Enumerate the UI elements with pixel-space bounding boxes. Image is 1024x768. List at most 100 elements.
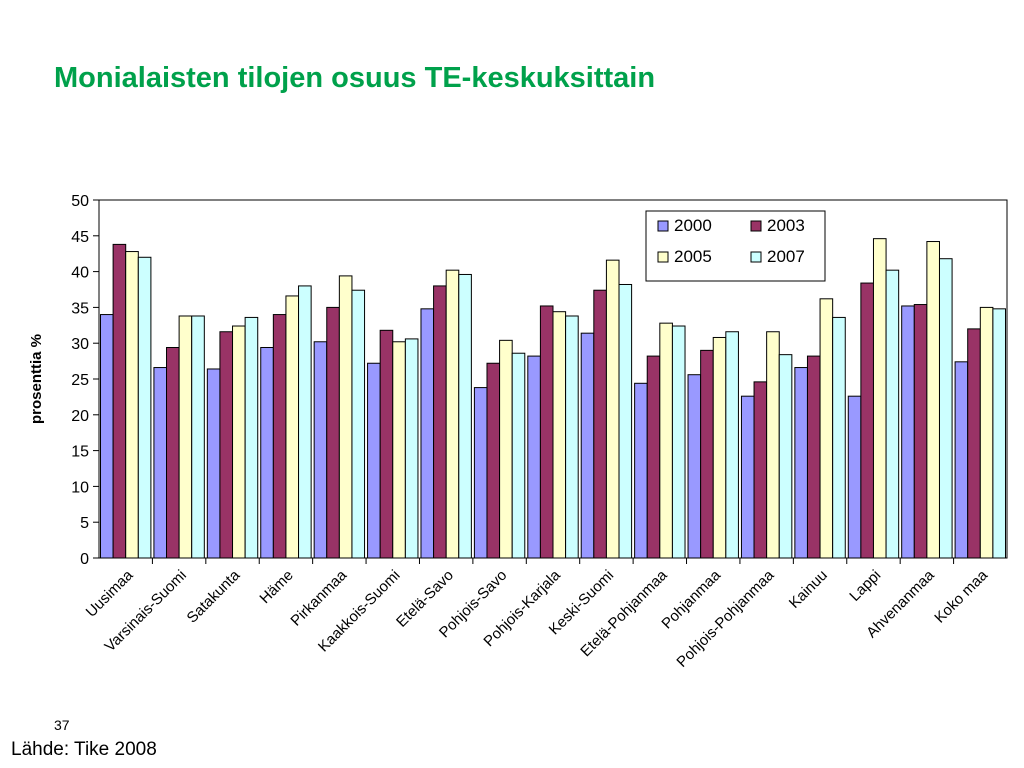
bar-2005 [499, 339, 513, 559]
bar-2005 [285, 295, 300, 559]
bar-2003 [219, 331, 234, 559]
legend-label-2007: 2007 [767, 247, 805, 266]
bar-2007 [832, 316, 846, 559]
bar-2007 [298, 285, 312, 559]
bar-2007 [671, 325, 686, 559]
bar-2003 [379, 329, 394, 559]
legend-label-2005: 2005 [674, 247, 712, 266]
bar-2007 [618, 283, 633, 559]
bar-2005 [926, 241, 940, 559]
bar-2000 [153, 367, 168, 559]
y-tick-label: 15 [71, 444, 89, 461]
bar-2007 [992, 308, 1006, 559]
bar-2005 [766, 331, 780, 559]
bar-2005 [552, 311, 567, 559]
x-tick-label: Satakunta [184, 566, 244, 626]
bar-2005 [125, 251, 139, 559]
bar-2000 [313, 341, 328, 559]
bar-2007 [778, 354, 793, 559]
bar-2005 [979, 306, 994, 559]
bar-2000 [260, 346, 274, 559]
bar-2000 [901, 305, 915, 559]
y-tick-label: 25 [71, 372, 89, 389]
bar-2000 [367, 362, 381, 559]
legend-label-2000: 2000 [674, 216, 712, 235]
bar-2000 [527, 355, 541, 559]
source-note: Lähde: Tike 2008 [11, 739, 157, 760]
x-tick-label: Pohjois-Pohjanmaa [673, 566, 777, 670]
bar-2007 [404, 338, 419, 559]
legend-swatch-2003 [750, 220, 762, 232]
bar-2005 [659, 322, 673, 559]
bar-2000 [420, 308, 435, 559]
y-tick-label: 10 [71, 479, 89, 496]
bar-2007 [885, 269, 900, 559]
bar-2003 [539, 305, 554, 559]
bar-2005 [445, 269, 460, 559]
page-number: 37 [54, 717, 70, 733]
bar-2003 [913, 304, 928, 559]
bar-2007 [458, 273, 472, 559]
bar-2003 [326, 306, 340, 559]
bar-2007 [137, 256, 152, 559]
bar-2007 [351, 289, 366, 559]
bar-2000 [634, 382, 648, 559]
bar-2005 [712, 336, 727, 559]
y-axis-title: prosenttia % [28, 334, 45, 424]
legend-swatch-2000 [657, 220, 669, 232]
bar-2000 [740, 395, 755, 559]
bar-2007 [725, 331, 739, 559]
bar-2005 [392, 341, 406, 559]
y-tick-label: 0 [80, 551, 89, 568]
bar-2007 [938, 258, 953, 559]
x-tick-label: Uusimaa [83, 566, 137, 620]
y-tick-label: 40 [71, 265, 89, 282]
y-tick-label: 20 [71, 408, 89, 425]
x-tick-label: Häme [256, 567, 296, 607]
bar-2000 [794, 367, 808, 559]
slide-title: Monialaisten tilojen osuus TE-keskuksitt… [54, 62, 656, 94]
x-tick-label: Koko maa [931, 566, 991, 626]
legend [645, 210, 826, 282]
legend-swatch-2007 [750, 251, 762, 263]
y-tick-label: 45 [71, 229, 89, 246]
legend-label-2003: 2003 [767, 216, 805, 235]
bar-2000 [687, 374, 702, 559]
bar-2005 [178, 315, 193, 559]
bar-2000 [847, 395, 862, 559]
bar-2003 [806, 355, 821, 559]
y-tick-label: 30 [71, 336, 89, 353]
bar-2000 [206, 368, 221, 559]
y-tick-label: 50 [71, 193, 89, 210]
bar-2005 [338, 275, 353, 559]
bar-2000 [580, 332, 595, 559]
bar-2003 [753, 381, 768, 559]
x-tick-label: Kainuu [786, 567, 831, 612]
bar-2005 [872, 238, 887, 559]
bar-2003 [272, 314, 287, 559]
bar-2003 [433, 285, 447, 559]
bar-2003 [593, 289, 607, 559]
y-tick-label: 5 [80, 515, 89, 532]
bar-2003 [967, 328, 981, 559]
bar-2003 [646, 355, 661, 559]
bar-2000 [954, 361, 969, 559]
bar-2003 [166, 346, 180, 559]
bar-2005 [605, 259, 620, 559]
bar-2007 [565, 315, 579, 559]
bar-2003 [860, 282, 874, 559]
bar-2005 [819, 298, 834, 559]
bar-2003 [112, 243, 127, 559]
bar-2000 [473, 387, 488, 559]
bar-2003 [486, 362, 501, 559]
legend-swatch-2005 [657, 251, 669, 263]
bar-2007 [191, 315, 205, 559]
bar-2005 [232, 325, 246, 559]
bar-2000 [100, 314, 114, 559]
x-tick-label: Lappi [846, 567, 884, 605]
bar-2007 [511, 352, 526, 559]
bar-2007 [244, 316, 259, 559]
bar-2003 [700, 349, 714, 559]
y-tick-label: 35 [71, 300, 89, 317]
